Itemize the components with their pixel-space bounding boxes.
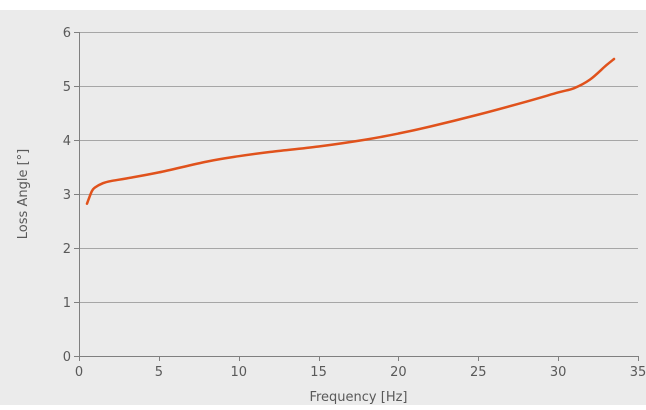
tick-labels: 0 1 2 3 4 5 6 0 5 10 15 20 25 30 35 <box>63 26 646 380</box>
series <box>85 57 616 205</box>
x-tick-label-1: 5 <box>155 365 163 380</box>
x-tick-label-4: 20 <box>390 365 407 380</box>
y-tick-label-6: 6 <box>63 26 71 41</box>
series-line-0 <box>85 57 616 205</box>
x-tick-label-3: 15 <box>310 365 327 380</box>
y-tick-label-4: 4 <box>63 134 71 149</box>
gridlines <box>79 32 638 303</box>
plot-background <box>0 10 646 405</box>
y-tick-label-3: 3 <box>63 188 71 203</box>
x-tick-label-7: 35 <box>630 365 646 380</box>
y-axis-title: Loss Angle [°] <box>16 149 31 239</box>
y-tick-label-0: 0 <box>63 350 71 365</box>
x-tick-label-0: 0 <box>75 365 83 380</box>
x-tick-label-6: 30 <box>550 365 567 380</box>
y-tick-label-2: 2 <box>63 242 71 257</box>
y-tick-label-1: 1 <box>63 296 71 311</box>
x-tick-label-2: 10 <box>230 365 247 380</box>
x-axis-title: Frequency [Hz] <box>309 390 407 405</box>
axes <box>74 32 639 361</box>
y-tick-label-5: 5 <box>63 80 71 95</box>
x-tick-label-5: 25 <box>470 365 487 380</box>
